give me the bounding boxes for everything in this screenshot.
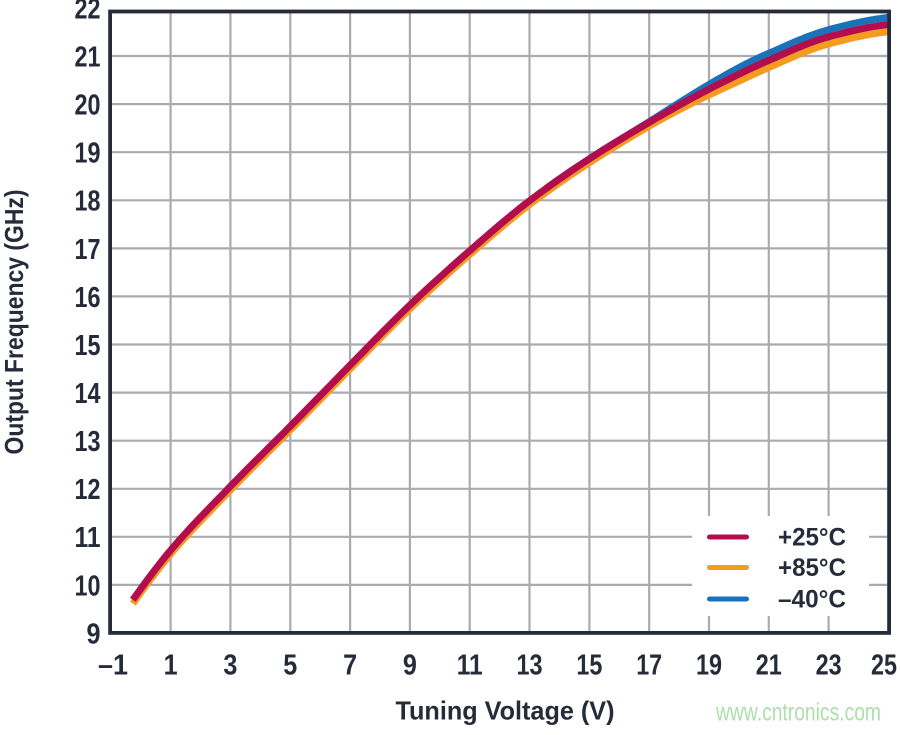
svg-text:19: 19	[696, 650, 722, 682]
svg-text:11: 11	[457, 650, 483, 682]
svg-text:21: 21	[75, 41, 101, 73]
svg-text:Output Frequency (GHz): Output Frequency (GHz)	[0, 190, 29, 455]
svg-text:9: 9	[87, 618, 101, 650]
svg-text:17: 17	[75, 234, 101, 266]
svg-text:15: 15	[576, 650, 602, 682]
svg-text:17: 17	[636, 650, 662, 682]
svg-text:15: 15	[75, 330, 101, 362]
svg-text:5: 5	[283, 650, 297, 682]
svg-text:www.cntronics.com: www.cntronics.com	[715, 698, 881, 726]
svg-text:23: 23	[816, 650, 842, 682]
svg-text:3: 3	[223, 650, 237, 682]
svg-text:1: 1	[164, 650, 178, 682]
svg-text:13: 13	[517, 650, 543, 682]
svg-text:11: 11	[75, 522, 101, 554]
svg-text:9: 9	[403, 650, 417, 682]
svg-text:18: 18	[75, 186, 101, 218]
svg-text:7: 7	[343, 650, 357, 682]
svg-text:14: 14	[75, 378, 101, 410]
svg-text:21: 21	[756, 650, 782, 682]
svg-text:19: 19	[75, 138, 101, 170]
svg-text:16: 16	[75, 282, 101, 314]
svg-text:13: 13	[75, 426, 101, 458]
svg-text:–40°C: –40°C	[778, 586, 846, 614]
svg-text:Tuning Voltage (V): Tuning Voltage (V)	[396, 696, 615, 726]
svg-text:20: 20	[75, 90, 101, 122]
svg-text:22: 22	[75, 0, 101, 25]
svg-text:–1: –1	[98, 650, 128, 682]
svg-text:+85°C: +85°C	[778, 554, 846, 582]
svg-text:+25°C: +25°C	[778, 524, 846, 552]
svg-text:25: 25	[871, 650, 897, 682]
svg-text:12: 12	[75, 474, 101, 506]
svg-text:10: 10	[75, 570, 101, 602]
